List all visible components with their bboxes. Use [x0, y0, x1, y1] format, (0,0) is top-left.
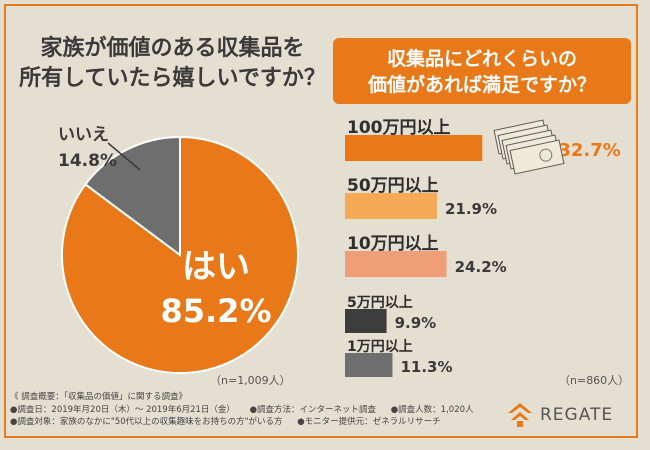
- left-title-line2: 所有していたら嬉しいですか？: [19, 66, 326, 91]
- orange-frame: [4, 4, 638, 438]
- bar-label-0: 100万円以上: [347, 118, 451, 138]
- survey-date: ●調査日：2019年月20日（木）～ 2019年6月21日（金）: [10, 404, 235, 415]
- survey-heading: 《 調査概要：「収集品の価値」に関する調査》: [10, 392, 187, 402]
- pie-slice-no: [84, 135, 181, 257]
- bar-value-3: 9.9%: [395, 314, 437, 332]
- right-question-title: 収集品にどれくらいの 価値があれば満足ですか？: [333, 38, 631, 104]
- bar-value-2: 24.2%: [455, 258, 507, 276]
- pie-label-yes: はい: [182, 247, 250, 287]
- bar-label-4: 1万円以上: [347, 339, 413, 355]
- survey-target: ●調査対象：家族のなかに"50代以上の収集趣味をお持ちの方"がいる方: [10, 417, 283, 427]
- bar-2: [345, 251, 447, 277]
- bar-label-2: 10万円以上: [347, 234, 439, 254]
- bar-value-1: 21.9%: [445, 200, 497, 218]
- bar-label-3: 5万円以上: [347, 295, 413, 311]
- left-sample-size: （n=1,009人）: [210, 374, 291, 387]
- right-title-line1: 収集品にどれくらいの: [386, 48, 577, 70]
- survey-summary: 《 調査概要：「収集品の価値」に関する調査》 ●調査日：2019年月20日（木）…: [10, 391, 486, 429]
- bar-value-0: 32.7%: [558, 140, 620, 161]
- banknote-stack-icon: [493, 119, 565, 175]
- pie-leader-line: [107, 142, 141, 171]
- pie-slice-yes: [61, 135, 299, 374]
- pie-label-no: いいえ: [58, 125, 109, 145]
- pie-value-yes: 85.2%: [160, 292, 271, 330]
- bar-4: [345, 353, 393, 377]
- right-title-line2: 価値があれば満足ですか？: [367, 74, 596, 96]
- bar-0: [345, 135, 483, 161]
- bar-1: [345, 193, 437, 219]
- survey-provider: ●モニター提供元：ゼネラルリサーチ: [297, 417, 441, 427]
- regate-logo-text: REGATE: [540, 405, 614, 425]
- survey-count: ●調査人数：1,020人: [390, 404, 474, 415]
- left-title-line1: 家族が価値のある収集品を: [40, 36, 305, 61]
- survey-method: ●調査方法：インターネット調査: [249, 404, 377, 415]
- regate-logo-icon: [508, 403, 532, 427]
- bar-label-1: 50万円以上: [347, 176, 439, 196]
- right-sample-size: （n=860人）: [559, 374, 630, 387]
- bar-3: [345, 309, 387, 333]
- bar-value-4: 11.3%: [400, 358, 452, 376]
- left-question-title: 家族が価値のある収集品を 所有していたら嬉しいですか？: [10, 34, 335, 94]
- pie-value-no: 14.8%: [58, 151, 117, 171]
